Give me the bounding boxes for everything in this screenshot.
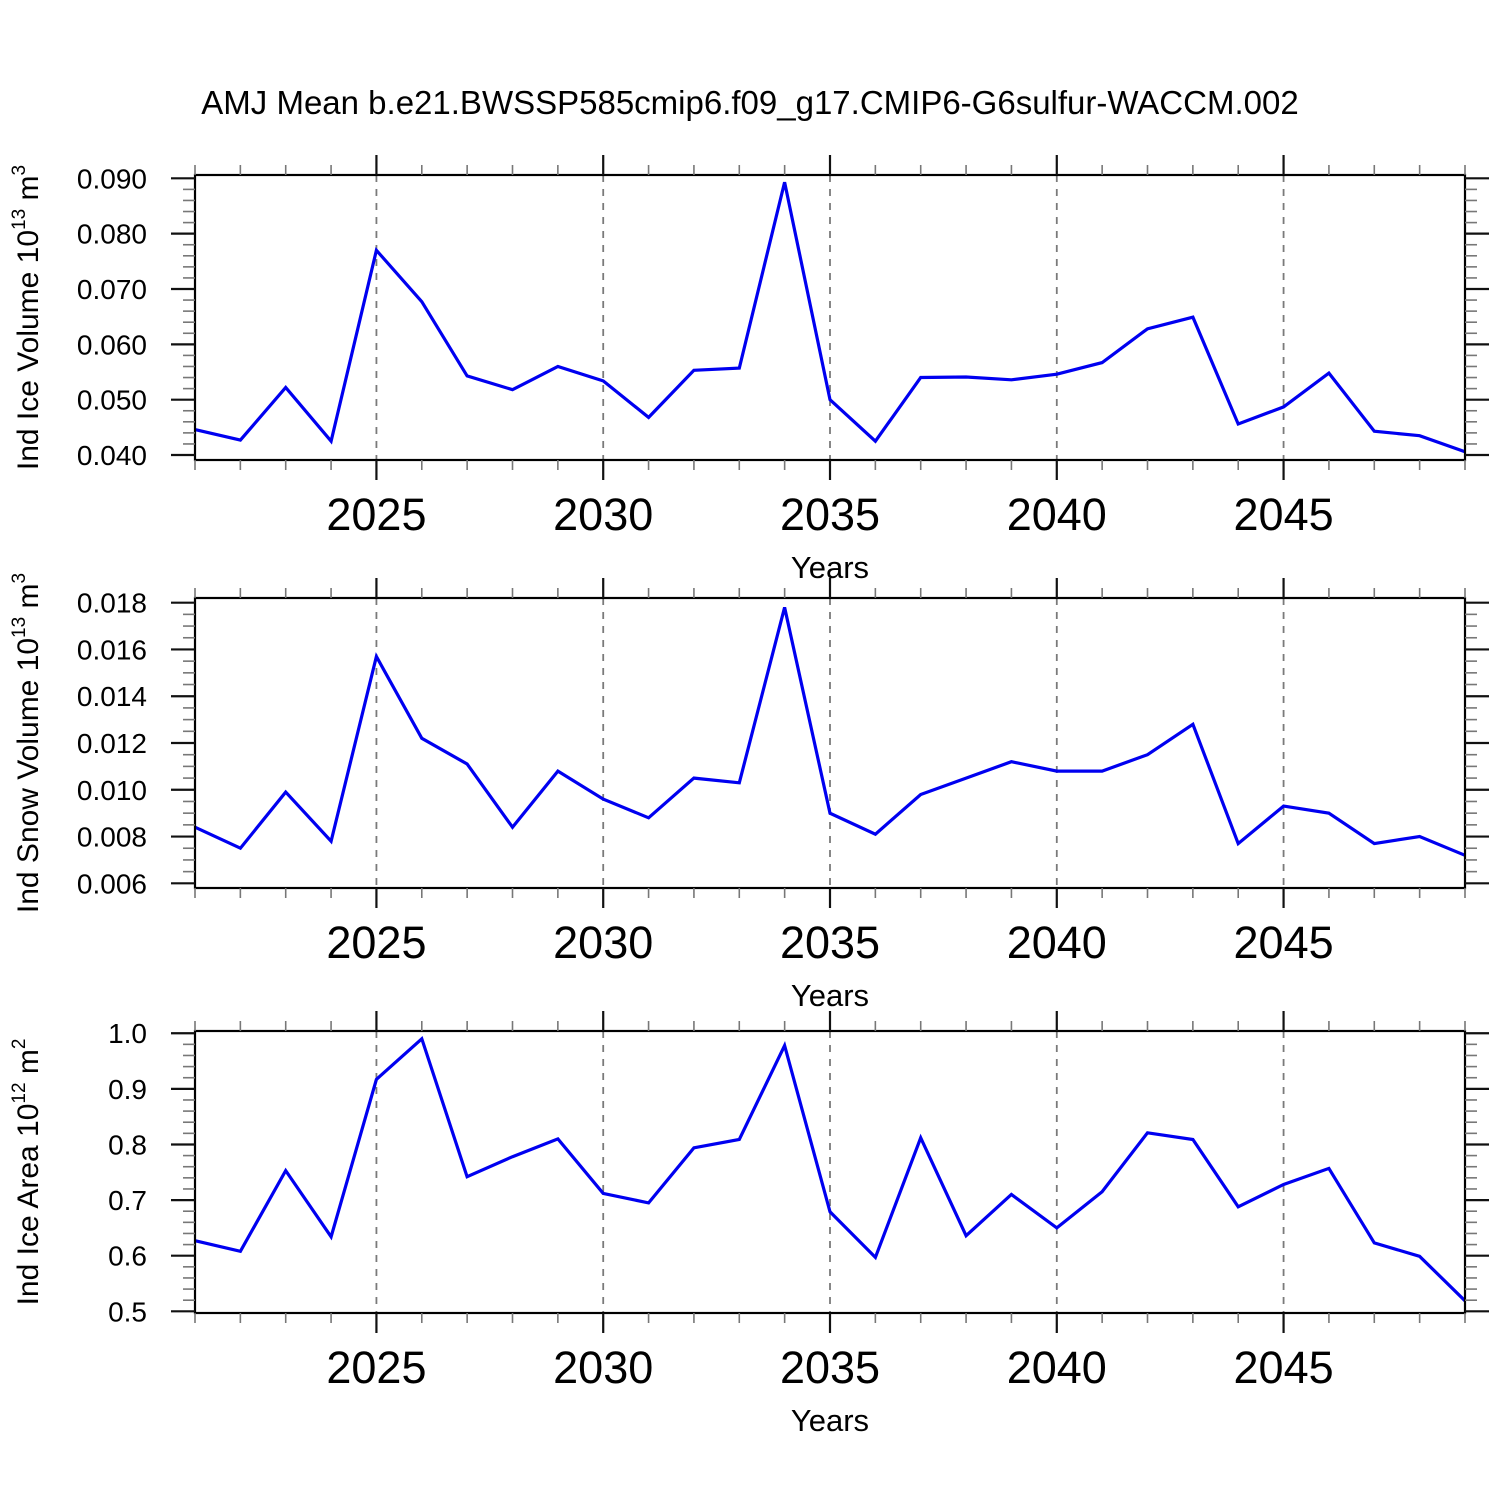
y-tick-label: 0.060: [77, 329, 147, 360]
x-tick-label: 2045: [1234, 917, 1334, 968]
page-title: AMJ Mean b.e21.BWSSP585cmip6.f09_g17.CMI…: [201, 84, 1299, 121]
x-axis-title: Years: [791, 1403, 869, 1438]
x-axis-labels: 2025 2030 2035 2040 2045: [326, 1342, 1333, 1393]
x-tick-label: 2035: [780, 1342, 880, 1393]
ind-ice-volume-line: [194, 181, 1466, 454]
x-axis-labels: 2025 2030 2035 2040 2045: [326, 489, 1333, 540]
x-tick-label: 2035: [780, 489, 880, 540]
y-tick-label: 0.080: [77, 219, 147, 250]
y-axis-ticks: [171, 601, 1489, 885]
y-tick-label: 0.040: [77, 440, 147, 471]
y-axis-ticks: [171, 1032, 1489, 1313]
x-tick-label: 2045: [1234, 489, 1334, 540]
y-tick-label: 0.010: [77, 775, 147, 806]
y-axis-labels: 0.006 0.008 0.010 0.012 0.014 0.016 0.018: [77, 588, 147, 900]
x-axis-title: Years: [791, 978, 869, 1013]
gridlines: [375, 175, 1285, 460]
y-tick-label: 1.0: [108, 1018, 147, 1049]
ind-ice-area-line: [194, 1035, 1467, 1302]
x-axis-ticks: [194, 155, 1466, 480]
x-tick-label: 2030: [553, 489, 653, 540]
x-tick-label: 2025: [326, 1342, 426, 1393]
y-axis-title: Ind Ice Volume 1013 m3: [9, 165, 45, 470]
y-tick-label: 0.6: [108, 1241, 147, 1272]
x-tick-label: 2040: [1007, 489, 1107, 540]
y-tick-label: 0.9: [108, 1074, 147, 1105]
x-tick-label: 2025: [326, 489, 426, 540]
y-tick-label: 0.014: [77, 681, 147, 712]
x-tick-label: 2040: [1007, 917, 1107, 968]
x-tick-label: 2030: [553, 1342, 653, 1393]
y-tick-label: 0.016: [77, 634, 147, 665]
x-tick-label: 2025: [326, 917, 426, 968]
y-tick-label: 0.012: [77, 728, 147, 759]
x-tick-label: 2045: [1234, 1342, 1334, 1393]
gridlines: [375, 598, 1285, 888]
x-axis-labels: 2025 2030 2035 2040 2045: [326, 917, 1333, 968]
gridlines: [375, 1031, 1285, 1313]
y-tick-label: 0.8: [108, 1129, 147, 1160]
x-axis-ticks: [194, 578, 1466, 908]
y-axis-title: Ind Snow Volume 1013 m3: [9, 573, 45, 913]
y-tick-label: 0.050: [77, 385, 147, 416]
y-tick-label: 0.006: [77, 868, 147, 899]
y-axis-ticks: [171, 177, 1489, 457]
x-axis-ticks: [194, 1011, 1466, 1333]
y-tick-label: 0.7: [108, 1185, 147, 1216]
y-axis-title: Ind Ice Area 1012 m2: [9, 1039, 45, 1306]
y-axis-labels: 0.040 0.050 0.060 0.070 0.080 0.090: [77, 163, 147, 471]
x-tick-label: 2030: [553, 917, 653, 968]
x-tick-label: 2035: [780, 917, 880, 968]
x-tick-label: 2040: [1007, 1342, 1107, 1393]
y-tick-label: 0.008: [77, 822, 147, 853]
y-tick-label: 0.018: [77, 588, 147, 619]
y-tick-label: 0.090: [77, 163, 147, 194]
y-tick-label: 0.5: [108, 1296, 147, 1327]
y-tick-label: 0.070: [77, 274, 147, 305]
y-axis-labels: 0.5 0.6 0.7 0.8 0.9 1.0: [108, 1018, 147, 1327]
ind-snow-volume-line: [194, 606, 1466, 857]
